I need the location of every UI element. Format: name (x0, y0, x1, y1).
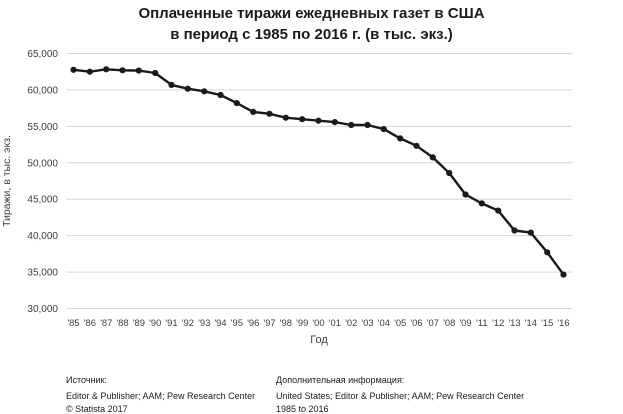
x-tick-label: '88 (116, 317, 128, 328)
x-tick-label: '16 (557, 317, 569, 328)
data-point (348, 121, 355, 129)
x-tick-label: '00 (312, 317, 324, 328)
y-axis-title: Тиражи, в тыс. экз. (1, 135, 13, 227)
info-period: 1985 to 2016 (276, 403, 329, 414)
chart-title-line1: Оплаченные тиражи ежедневных газет в США (138, 5, 485, 22)
data-point (184, 85, 191, 92)
chart-title: Оплаченные тиражи ежедневных газет в США… (0, 3, 623, 45)
y-tick-label: 45,000 (27, 195, 58, 206)
data-point (446, 169, 453, 177)
x-tick-label: '85 (67, 317, 79, 328)
chart-canvas: 65,000 60,000 55,000 50,000 45,000 40,000 35,0… (27, 49, 572, 328)
x-tick-label: '05 (394, 317, 406, 328)
x-tick-label: '99 (296, 317, 308, 328)
data-point (299, 116, 306, 123)
x-tick-label: '12 (492, 317, 504, 328)
y-tick-label: 55,000 (27, 122, 58, 133)
data-point (397, 135, 404, 142)
data-point (495, 207, 502, 214)
x-tick-label: '92 (182, 317, 194, 328)
source-value: Editor & Publisher; AAM; Pew Research Ce… (66, 391, 256, 401)
data-point (282, 114, 289, 121)
x-tick-label: '03 (361, 317, 373, 328)
data-point (527, 229, 534, 236)
x-tick-label: '01 (329, 317, 341, 328)
source-label: Источник: (66, 375, 107, 385)
data-point (315, 117, 322, 124)
data-point (233, 100, 240, 107)
data-point (462, 191, 469, 198)
data-point (560, 271, 567, 278)
x-tick-label: '96 (247, 317, 259, 328)
data-point (86, 68, 93, 75)
data-point (364, 121, 371, 129)
data-point (478, 200, 485, 207)
copyright-notice: © Statista 2017 (66, 403, 128, 414)
y-tick-label: 65,000 (27, 49, 58, 60)
x-tick-label: '07 (427, 317, 439, 328)
data-point (266, 110, 273, 117)
y-tick-label: 35,000 (27, 268, 58, 279)
y-tick-label: 60,000 (27, 85, 58, 96)
data-point (429, 154, 436, 161)
data-point (70, 66, 77, 73)
data-point (544, 249, 551, 256)
data-point (331, 119, 338, 126)
y-tick-label: 50,000 (27, 158, 58, 169)
x-tick-label: '15 (541, 317, 553, 328)
x-tick-label: '86 (84, 317, 96, 328)
info-value: United States; Editor & Publisher; AAM; … (276, 391, 525, 401)
chart-title-line2: в период с 1985 по 2016 г. (в тыс. экз.) (170, 26, 453, 43)
x-tick-label: '06 (410, 317, 422, 328)
x-tick-label: '94 (214, 317, 226, 328)
data-point (217, 91, 224, 99)
x-tick-label: '11 (476, 317, 488, 328)
footer-source-block: Источник: Editor & Publisher; AAM; Pew R… (66, 374, 266, 414)
y-tick-label: 30,000 (27, 304, 58, 315)
data-point (135, 67, 142, 74)
x-tick-label: '14 (525, 317, 537, 328)
info-label: Дополнительная информация: (276, 375, 405, 385)
data-point (413, 142, 420, 149)
data-point (380, 126, 387, 133)
data-point (168, 81, 175, 88)
data-point (250, 108, 257, 115)
x-tick-label: '87 (100, 317, 112, 328)
x-tick-label: '02 (345, 317, 357, 328)
series-line (73, 68, 565, 276)
x-tick-label: '93 (198, 317, 210, 328)
data-point (152, 69, 159, 77)
x-tick-label: '09 (459, 317, 471, 328)
x-tick-label: '90 (149, 317, 161, 328)
footer-info-block: Дополнительная информация: United States… (276, 374, 616, 414)
data-point (511, 227, 518, 234)
x-tick-label: '08 (443, 317, 455, 328)
y-tick-label: 40,000 (27, 231, 58, 242)
data-point (119, 67, 126, 74)
x-tick-label: '91 (165, 317, 177, 328)
x-tick-label: '95 (231, 317, 243, 328)
data-point (103, 66, 110, 73)
x-tick-label: '04 (378, 317, 390, 328)
x-axis-title: Год (310, 334, 328, 346)
x-tick-label: '98 (280, 317, 292, 328)
x-tick-label: '89 (133, 317, 145, 328)
x-tick-label: '13 (508, 317, 520, 328)
data-point (201, 88, 208, 95)
x-tick-label: '97 (263, 317, 275, 328)
